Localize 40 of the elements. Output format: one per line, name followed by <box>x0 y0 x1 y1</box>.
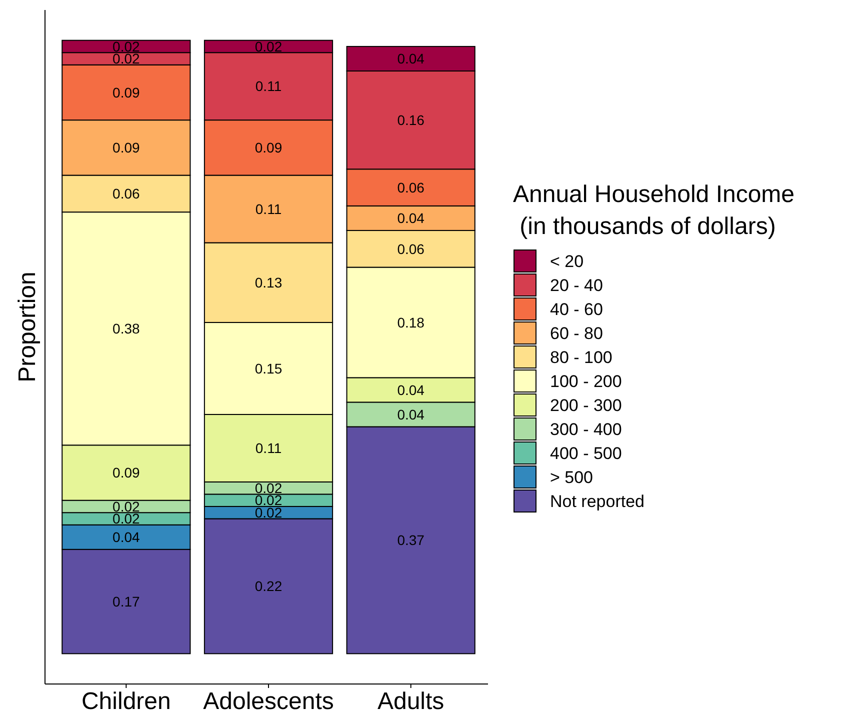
data-label: 0.11 <box>255 200 282 217</box>
legend-label: 200 - 300 <box>550 396 622 415</box>
data-label: 0.04 <box>397 406 425 422</box>
legend-label: < 20 <box>550 252 584 271</box>
data-label: 0.04 <box>112 529 140 546</box>
x-tick-label: Adults <box>377 688 444 712</box>
data-label: 0.22 <box>254 578 282 594</box>
legend-label: 20 - 40 <box>550 276 603 295</box>
data-label: 0.37 <box>397 532 425 548</box>
data-label: 0.15 <box>254 360 282 376</box>
legend-label: > 500 <box>550 468 594 487</box>
data-label: 0.16 <box>397 112 425 128</box>
data-label: 0.38 <box>112 320 140 336</box>
data-label: 0.11 <box>255 440 282 456</box>
legend-label: 80 - 100 <box>550 348 612 367</box>
data-label: 0.18 <box>397 314 425 330</box>
x-tick-label: Children <box>81 688 171 712</box>
data-label: 0.06 <box>112 186 140 202</box>
data-label: 0.06 <box>397 179 425 196</box>
data-label: 0.17 <box>112 593 140 610</box>
data-label: 0.09 <box>254 140 282 156</box>
legend-label: 60 - 80 <box>550 324 603 343</box>
data-label: 0.09 <box>112 84 140 100</box>
data-label: 0.04 <box>397 210 425 226</box>
x-tick-label: Adolescents <box>203 688 334 712</box>
legend-title: Annual Household Income (in thousands of dollars) <box>513 181 795 240</box>
data-label: 0.13 <box>254 274 282 290</box>
legend-label: 40 - 60 <box>550 300 603 319</box>
data-label: 0.11 <box>255 78 282 94</box>
legend-label: 400 - 500 <box>550 444 622 463</box>
data-label: 0.09 <box>112 140 140 156</box>
data-label: 0.09 <box>112 464 140 481</box>
data-label: 0.06 <box>397 240 425 257</box>
data-label: 0.02 <box>254 38 282 54</box>
legend-label: 300 - 400 <box>550 420 622 439</box>
legend-label: 100 - 200 <box>550 372 622 391</box>
legend-label: Not reported <box>550 492 644 511</box>
data-label: 0.04 <box>397 50 425 67</box>
data-label: 0.04 <box>397 382 425 398</box>
y-axis-title: Proportion <box>14 272 41 382</box>
